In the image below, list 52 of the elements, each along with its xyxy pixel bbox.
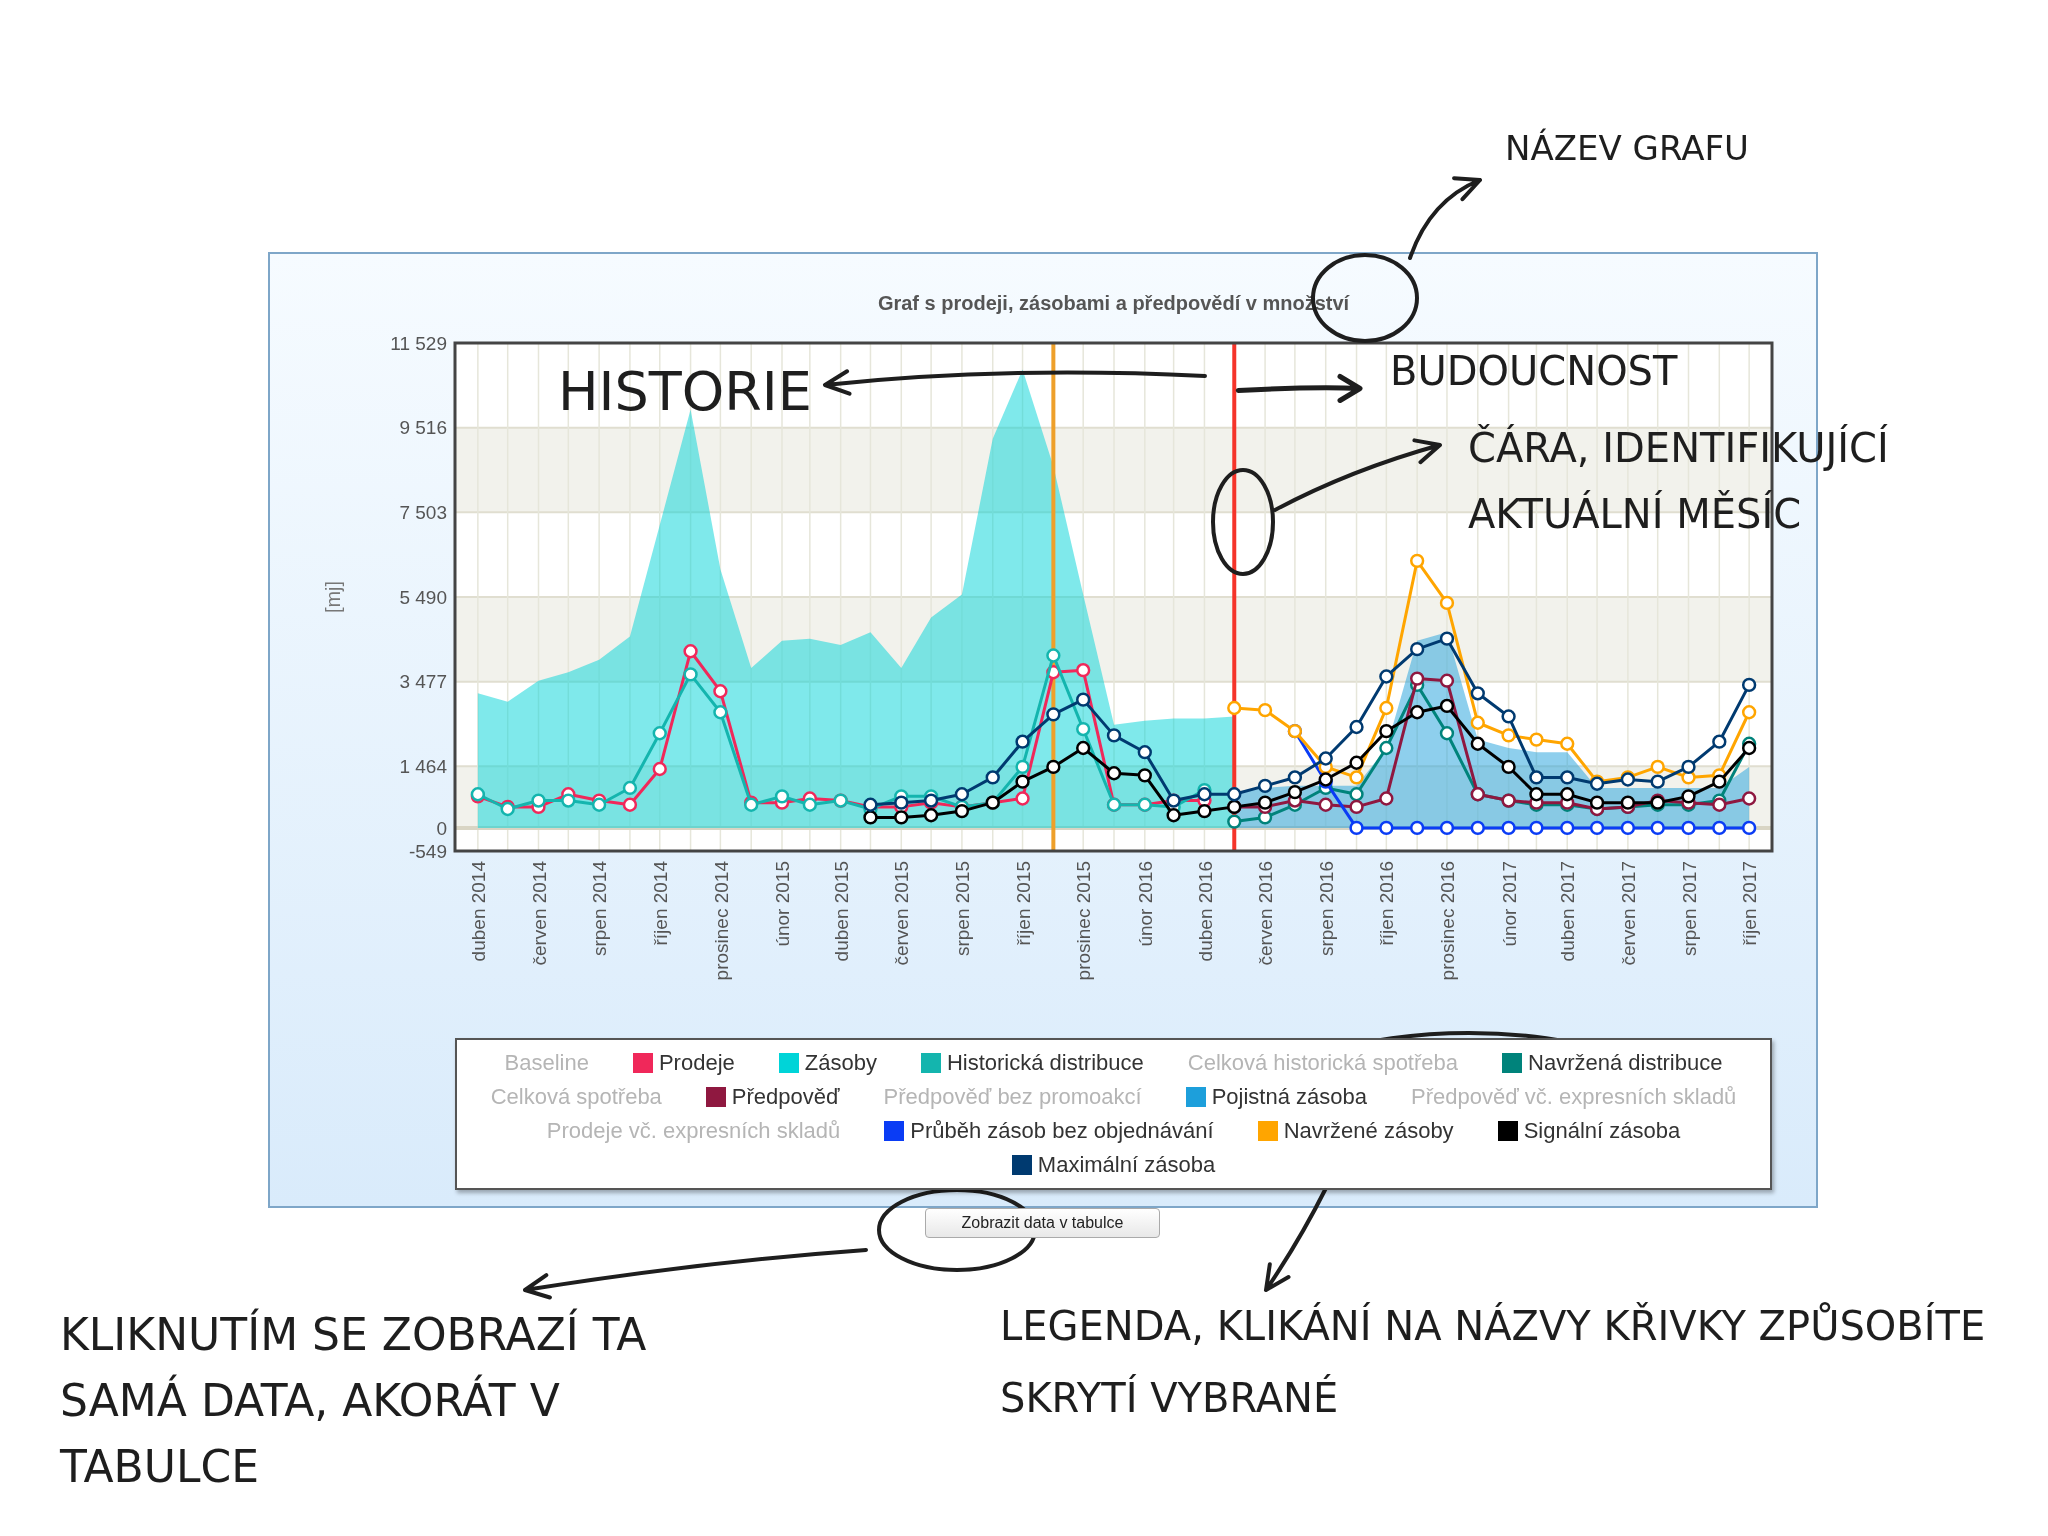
x-tick-label: duben 2017 xyxy=(1557,861,1579,962)
legend-label: Historická distribuce xyxy=(946,1049,1144,1077)
text: Celková historická spotřeba xyxy=(1187,1049,1459,1077)
x-tick-label: duben 2016 xyxy=(1194,861,1216,962)
legend-label: Pojistná zásoba xyxy=(1211,1083,1367,1111)
x-tick-label: říjen 2017 xyxy=(1739,861,1761,946)
text: Prodeje vč. expresních skladů xyxy=(546,1117,841,1145)
text: Baseline xyxy=(504,1049,589,1077)
legend-label: Signální zásoba xyxy=(1523,1117,1681,1145)
x-tick-label: duben 2014 xyxy=(468,860,490,962)
y-tick-label: -549 xyxy=(408,840,447,862)
y-tick-label: 11 529 xyxy=(390,332,447,354)
y-tick-label: 5 490 xyxy=(399,586,447,608)
annotation: HISTORIE xyxy=(558,360,812,423)
x-tick-label: duben 2015 xyxy=(830,861,852,962)
x-tick-label: únor 2017 xyxy=(1498,861,1520,947)
x-tick-label: únor 2016 xyxy=(1134,861,1156,947)
x-tick-label: říjen 2014 xyxy=(649,860,671,946)
legend-label: Prodeje xyxy=(658,1049,735,1077)
x-tick-label: únor 2015 xyxy=(772,861,794,947)
text: LEGENDA, KLIKÁNÍ NA NÁZVY KŘIVKY ZPŮSOBÍTE SKRYTÍ VYBRANÉ xyxy=(1000,1302,1986,1421)
legend-label: Navržená distribuce xyxy=(1528,1049,1723,1077)
legend-label: Průběh zásob bez objednávání xyxy=(910,1117,1214,1145)
x-tick-label: říjen 2015 xyxy=(1012,861,1034,946)
x-tick-label: srpen 2015 xyxy=(952,861,974,957)
y-tick-label: 7 503 xyxy=(399,501,447,523)
y-tick-label: 3 477 xyxy=(399,671,447,693)
x-tick-label: červen 2015 xyxy=(891,861,913,966)
legend-label: Navržené zásoby xyxy=(1283,1117,1454,1145)
x-tick-label: červen 2017 xyxy=(1618,861,1640,966)
annotation: BUDOUCNOST xyxy=(1390,348,1679,394)
text: Předpověď bez promoakcí xyxy=(883,1083,1142,1111)
x-tick-label: říjen 2016 xyxy=(1376,861,1398,946)
text: NÁZEV GRAFU xyxy=(1505,128,1749,168)
legend-label: Maximální zásoba xyxy=(1037,1151,1216,1179)
legend-label: Zásoby xyxy=(804,1049,877,1077)
x-tick-label: prosinec 2015 xyxy=(1073,861,1095,981)
x-tick-label: červen 2014 xyxy=(528,860,550,966)
text: Celková spotřeba xyxy=(490,1083,662,1111)
y-tick-label: 9 516 xyxy=(399,417,447,439)
x-tick-label: srpen 2017 xyxy=(1678,861,1700,957)
legend-label: Předpověď xyxy=(731,1083,840,1111)
text: KLIKNUTÍM SE ZOBRAZÍ TA SAMÁ DATA, AKORÁT V TABULCE xyxy=(59,1308,647,1492)
x-tick-label: srpen 2016 xyxy=(1315,861,1337,957)
x-tick-label: srpen 2014 xyxy=(589,860,611,957)
y-tick-label: 1 464 xyxy=(399,755,448,777)
text: Předpověď vč. expresních skladů xyxy=(1411,1083,1737,1111)
y-tick-label: 0 xyxy=(436,817,447,839)
x-tick-label: prosinec 2016 xyxy=(1437,861,1459,981)
x-tick-label: prosinec 2014 xyxy=(710,860,732,981)
y-axis-title: [mj] xyxy=(322,580,344,614)
x-tick-label: červen 2016 xyxy=(1255,861,1277,966)
